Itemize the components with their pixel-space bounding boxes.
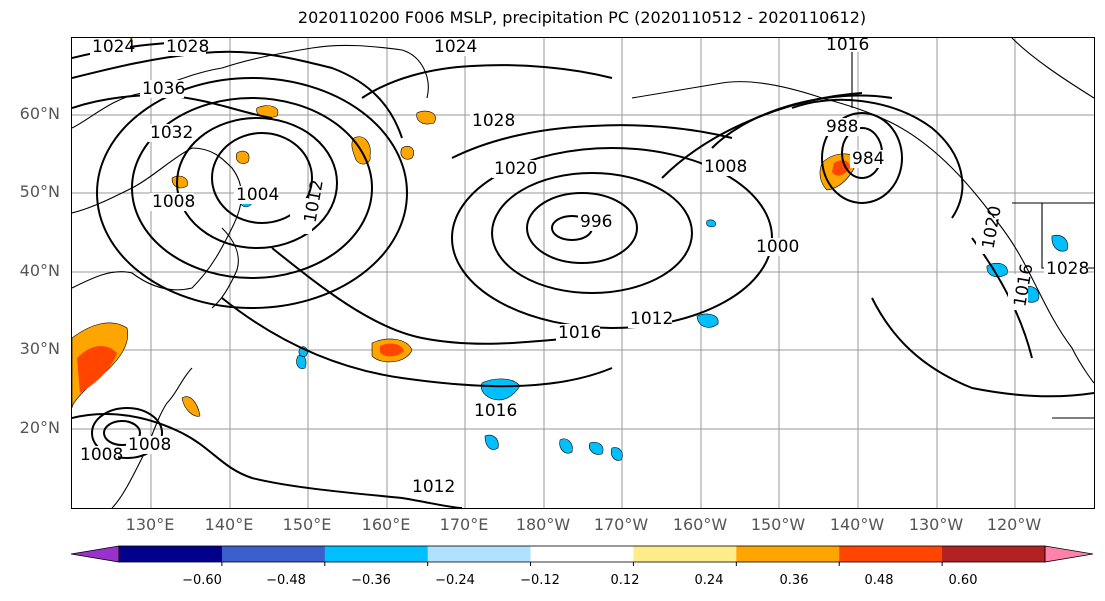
colorbar-tick-label: 0.60 — [948, 573, 978, 588]
isobar-label: 1012 — [630, 309, 673, 329]
colorbar-tick-marks — [221, 562, 943, 566]
lon-label-150w: 150°W — [750, 515, 806, 534]
isobar-label: 1004 — [236, 185, 279, 205]
isobar-label: 984 — [852, 149, 884, 169]
map-title: 2020110200 F006 MSLP, precipitation PC (… — [297, 8, 867, 27]
isobar-label: 1012 — [412, 477, 455, 497]
isobar-label: 1012 — [301, 178, 328, 224]
lat-label-60n: 60°N — [19, 104, 60, 123]
lat-label-20n: 20°N — [19, 418, 60, 437]
isobar-label: 1008 — [152, 192, 195, 212]
colorbar-extend-low — [71, 545, 120, 563]
isobar-label: 1020 — [494, 159, 537, 179]
colorbar-tick-label: −0.36 — [351, 573, 391, 588]
isobar-label: 1016 — [558, 323, 601, 343]
colorbar-segment — [736, 546, 840, 562]
isobar-label: 1016 — [826, 38, 869, 55]
lon-label-130w: 130°W — [908, 515, 964, 534]
colorbar-segment — [119, 546, 223, 562]
colorbar-segments — [71, 545, 1093, 563]
lon-label-160w: 160°W — [672, 515, 728, 534]
colorbar-tick-label: 0.24 — [694, 573, 724, 588]
colorbar-segment — [633, 546, 737, 562]
colorbar-segment — [942, 546, 1046, 562]
isobar-label: 1008 — [80, 445, 123, 465]
isobar-labels: 1024 1028 1024 1016 1036 1032 1004 1008 … — [78, 38, 1089, 497]
isobar-label: 1036 — [142, 79, 185, 99]
lon-label-130e: 130°E — [125, 515, 175, 534]
graticule — [72, 38, 1094, 508]
isobar-label: 1024 — [434, 38, 477, 57]
isobar-label: 1028 — [1046, 259, 1089, 279]
colorbar-tick-label: −0.48 — [266, 573, 306, 588]
isobar-label: 1008 — [128, 435, 171, 455]
lat-label-40n: 40°N — [19, 261, 60, 280]
lon-label-140e: 140°E — [204, 515, 254, 534]
colorbar-tick-label: 0.12 — [610, 573, 640, 588]
isobar-label: 1028 — [166, 38, 209, 57]
lon-label-170e: 170°E — [439, 515, 489, 534]
map-panel[interactable]: 1024 1028 1024 1016 1036 1032 1004 1008 … — [71, 37, 1095, 509]
colorbar-segment — [839, 546, 943, 562]
isobar-label: 1020 — [979, 204, 1006, 250]
lon-label-180w: 180°W — [515, 515, 571, 534]
lon-label-160e: 160°E — [361, 515, 411, 534]
lat-label-30n: 30°N — [19, 339, 60, 358]
colorbar-tick-label: −0.60 — [182, 573, 222, 588]
colorbar-segment — [427, 546, 532, 562]
coastlines — [72, 38, 1094, 508]
colorbar-segment — [324, 546, 429, 562]
lon-label-120w: 120°W — [986, 515, 1042, 534]
lat-label-50n: 50°N — [19, 182, 60, 201]
isobar-label: 1000 — [756, 237, 799, 257]
isobar-label: 1028 — [472, 111, 515, 131]
colorbar-tick-label: 0.36 — [779, 573, 809, 588]
precipitation-shading — [72, 38, 1068, 461]
colorbar-segment — [221, 546, 326, 562]
map-canvas: 1024 1028 1024 1016 1036 1032 1004 1008 … — [72, 38, 1094, 508]
isobar-label: 1032 — [150, 123, 193, 143]
isobar-label: 1008 — [704, 157, 747, 177]
precipitation-colorbar — [71, 545, 1093, 566]
isobar-label: 1024 — [92, 38, 135, 57]
colorbar-tick-label: −0.24 — [435, 573, 475, 588]
colorbar-extend-high — [1044, 545, 1093, 563]
isobar-label: 996 — [580, 212, 612, 232]
lon-label-140w: 140°W — [829, 515, 885, 534]
colorbar-outline — [118, 545, 1046, 563]
lon-label-170w: 170°W — [593, 515, 649, 534]
colorbar-tick-label: −0.12 — [520, 573, 560, 588]
isobar-label: 1016 — [474, 401, 517, 421]
colorbar-segment — [530, 546, 634, 562]
colorbar-tick-label: 0.48 — [864, 573, 894, 588]
lon-label-150e: 150°E — [282, 515, 332, 534]
isobar-label: 988 — [826, 117, 858, 137]
isobars — [72, 40, 1094, 508]
